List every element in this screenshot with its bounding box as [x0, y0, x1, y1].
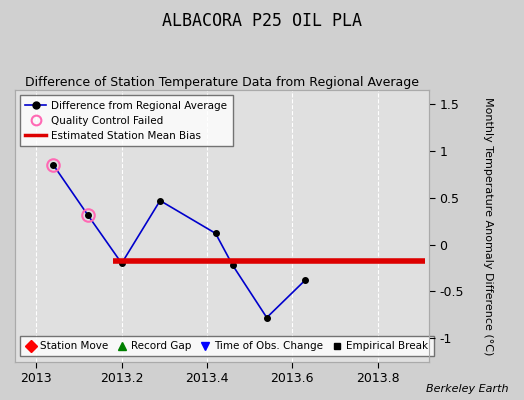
Title: Difference of Station Temperature Data from Regional Average: Difference of Station Temperature Data f…: [25, 76, 419, 89]
Y-axis label: Monthly Temperature Anomaly Difference (°C): Monthly Temperature Anomaly Difference (…: [483, 97, 493, 355]
Text: ALBACORA P25 OIL PLA: ALBACORA P25 OIL PLA: [162, 12, 362, 30]
Legend: Station Move, Record Gap, Time of Obs. Change, Empirical Break: Station Move, Record Gap, Time of Obs. C…: [20, 336, 434, 356]
Text: Berkeley Earth: Berkeley Earth: [426, 384, 508, 394]
